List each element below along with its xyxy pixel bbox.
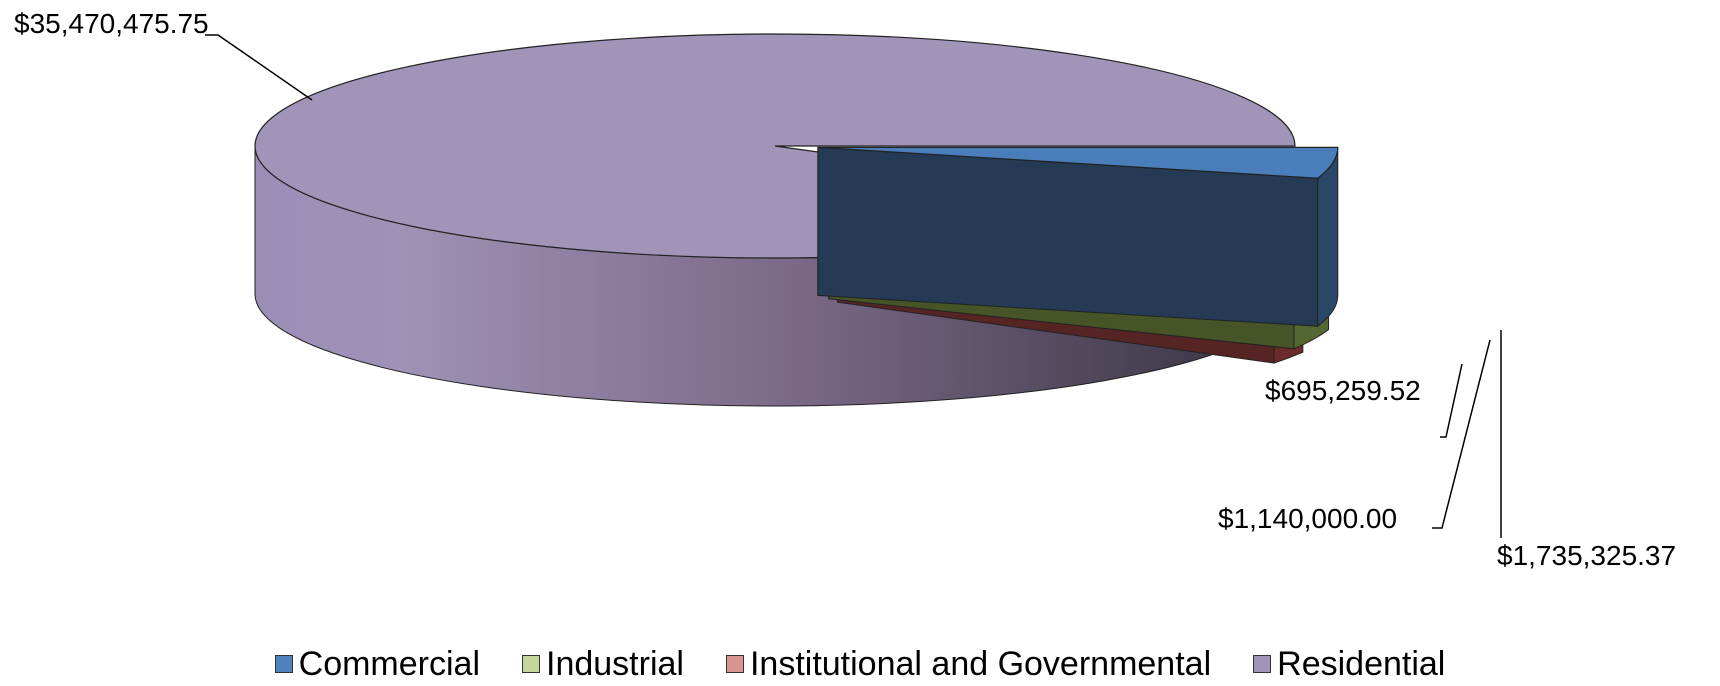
data-label-institutional: $695,259.52 bbox=[1265, 375, 1421, 406]
legend-item-residential: Residential bbox=[1253, 645, 1445, 684]
legend-swatch-commercial bbox=[274, 655, 293, 673]
legend-label-industrial: Industrial bbox=[546, 644, 684, 683]
leader-line bbox=[205, 34, 313, 101]
pie-chart: $35,470,475.75 $695,259.52 $1,140,000.00 $1… bbox=[14, 8, 1676, 571]
leader-line bbox=[1432, 339, 1491, 529]
data-labels: $35,470,475.75 $695,259.52 $1,140,000.00 $1… bbox=[14, 8, 1676, 571]
legend-item-institutional: Institutional and Governmental bbox=[725, 644, 1212, 684]
legend-label-residential: Residential bbox=[1277, 644, 1446, 683]
pie-slices bbox=[254, 33, 1339, 407]
legend-item-industrial: Industrial bbox=[522, 645, 684, 684]
legend-swatch-industrial bbox=[522, 655, 540, 673]
legend-label-commercial: Commercial bbox=[298, 644, 480, 683]
legend-label-institutional: Institutional and Governmental bbox=[749, 644, 1212, 683]
data-label-residential: $35,470,475.75 bbox=[14, 8, 209, 39]
data-label-industrial: $1,140,000.00 bbox=[1218, 503, 1397, 534]
legend: Commercial Industrial Institutional and … bbox=[0, 642, 1720, 686]
legend-swatch-institutional bbox=[725, 655, 744, 673]
slice-commercial bbox=[817, 146, 1339, 328]
legend-item-commercial: Commercial bbox=[274, 644, 480, 684]
leader-line bbox=[1440, 363, 1463, 438]
data-label-commercial: $1,735,325.37 bbox=[1497, 540, 1676, 571]
legend-swatch-residential bbox=[1253, 655, 1272, 673]
